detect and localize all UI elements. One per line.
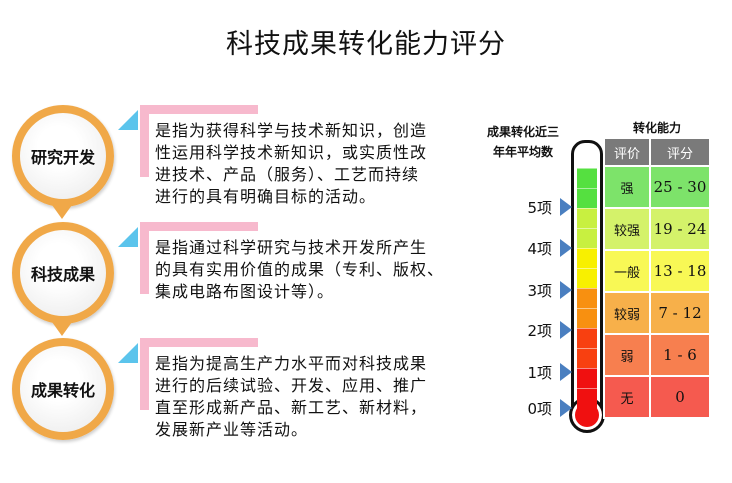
header-rating: 评价 (603, 137, 651, 167)
description-line: 的具有实用价值的成果（专利、版权、 (155, 260, 445, 279)
scale-segment (577, 228, 597, 249)
thermometer-title: 成果转化近三 年年平均数 (478, 122, 568, 162)
connector-icon (52, 322, 72, 336)
arrow-icon (560, 239, 572, 257)
stage-name: 研究开发 (30, 148, 95, 167)
description-line: 直至形成新产品、新工艺、新材料， (155, 398, 428, 417)
score-cell: 13 - 18 (649, 249, 711, 293)
table-header: 评价 评分 (603, 137, 711, 167)
bracket-top (140, 105, 258, 114)
scale-segment (577, 348, 597, 369)
scale-segment (577, 208, 597, 229)
description-line: 进行的后续试验、开发、应用、推广 (155, 376, 428, 395)
rating-cell: 无 (603, 375, 651, 419)
stage-name: 科技成果 (30, 265, 95, 284)
arrow-icon (560, 198, 572, 216)
scale-label: 1项 (527, 364, 552, 382)
scale-segment (577, 388, 597, 409)
rating-cell: 较弱 (603, 291, 651, 335)
score-cell: 7 - 12 (649, 291, 711, 335)
bracket-side (140, 105, 149, 177)
scale-segment (577, 308, 597, 329)
thermometer-scale (577, 168, 597, 409)
arrow-icon (560, 363, 572, 381)
triangle-icon (118, 227, 138, 247)
description-line: 是指为获得科学与技术新知识，创造 (155, 121, 428, 140)
stage-description: 是指通过科学研究与技术开发所产生 的具有实用价值的成果（专利、版权、 集成电路布图设… (155, 237, 455, 303)
scale-segment (577, 188, 597, 209)
description-line: 进技术、产品（服务）、工艺而持续 (155, 165, 420, 184)
description-line: 集成电路布图设计等）。 (155, 282, 335, 301)
stage-circle: 成果转化 (12, 338, 114, 440)
table-row: 强 25 - 30 (603, 165, 711, 209)
bracket-side (140, 222, 149, 294)
scale-segment (577, 328, 597, 349)
thermometer-title-line: 年年平均数 (492, 145, 553, 159)
table-row: 较弱 7 - 12 (603, 291, 711, 335)
stage-description: 是指为提高生产力水平而对科技成果 进行的后续试验、开发、应用、推广 直至形成新产品、… (155, 353, 455, 441)
scale-segment (577, 168, 597, 189)
description-line: 进行的具有明确目标的活动。 (155, 187, 377, 206)
arrow-icon (560, 399, 572, 417)
scale-segment (577, 268, 597, 289)
scale-segment (577, 288, 597, 309)
scale-segment (577, 248, 597, 269)
header-score: 评分 (649, 137, 711, 167)
description-line: 是指为提高生产力水平而对科技成果 (155, 354, 428, 373)
stage-name: 成果转化 (30, 381, 95, 400)
rating-cell: 弱 (603, 333, 651, 377)
rating-cell: 较强 (603, 207, 651, 251)
thermometer-title-line: 成果转化近三 (486, 125, 559, 139)
score-cell: 19 - 24 (649, 207, 711, 251)
stage-description: 是指为获得科学与技术新知识，创造 性运用科学技术新知识，或实质性改 进技术、产品（服… (155, 120, 455, 208)
connector-icon (52, 205, 72, 219)
triangle-icon (118, 343, 138, 363)
stage-circle: 科技成果 (12, 222, 114, 324)
table-title: 转化能力 (632, 121, 681, 135)
bracket-side (140, 338, 149, 410)
description-line: 是指通过科学研究与技术开发所产生 (155, 238, 428, 257)
arrow-icon (560, 321, 572, 339)
table-row: 一般 13 - 18 (603, 249, 711, 293)
rating-table: 评价 评分 强 25 - 30 较强 19 - 24 一般 13 - 18 较弱 7 - 12… (603, 137, 711, 419)
scale-label: 4项 (527, 240, 552, 258)
stage-circle: 研究开发 (12, 105, 114, 207)
rating-cell: 强 (603, 165, 651, 209)
triangle-icon (118, 110, 138, 130)
rating-cell: 一般 (603, 249, 651, 293)
description-line: 发展新产业等活动。 (155, 420, 309, 439)
scale-segment (577, 368, 597, 389)
arrow-icon (560, 281, 572, 299)
scale-label: 2项 (527, 322, 552, 340)
bracket-top (140, 338, 258, 347)
scale-label: 5项 (527, 199, 552, 217)
scale-label: 3项 (527, 282, 552, 300)
score-cell: 1 - 6 (649, 333, 711, 377)
bracket-top (140, 222, 258, 231)
table-row: 较强 19 - 24 (603, 207, 711, 251)
scale-label: 0项 (527, 400, 552, 418)
score-cell: 0 (649, 375, 711, 419)
description-line: 性运用科学技术新知识，或实质性改 (155, 143, 428, 162)
page-title: 科技成果转化能力评分 (226, 29, 506, 60)
score-cell: 25 - 30 (649, 165, 711, 209)
